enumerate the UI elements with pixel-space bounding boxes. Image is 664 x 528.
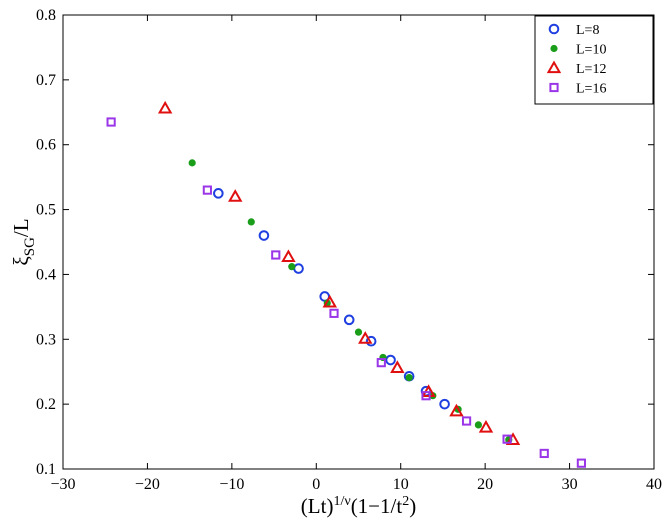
data-point [421,391,431,401]
data-point [576,458,586,468]
legend-marker [546,60,562,74]
plot-area-frame [62,14,655,470]
x-tick-label: −30 [50,476,75,493]
data-point [478,419,494,433]
data-point [228,189,243,202]
legend-entry: L=8 [548,23,599,38]
x-tick-label: 40 [646,476,662,493]
data-point [449,403,464,417]
legend-marker [548,23,560,35]
tick-labels: −30 −20 −10 0 10 20 30 40 0.1 0.2 0.3 0.4 0.5 0.6 0.7 0… [36,7,662,493]
legend-entry: L=10 [550,43,606,58]
legend-entry: L=16 [549,82,606,97]
y-tick-label: 0.4 [36,266,56,283]
data-point [376,358,386,368]
data-point [502,434,512,444]
data-point [358,331,373,344]
y-tick-label: 0.6 [36,137,56,154]
data-point [202,185,212,195]
data-point [390,360,405,373]
data-point [365,335,377,347]
legend-label: L=10 [576,43,606,58]
data-point [157,100,173,114]
y-tick-label: 0.8 [36,7,56,24]
x-axis-title: (Lt)1/ν(1−1/t2) [301,494,416,518]
legend-entries: L=8 L=10 L=12 L=16 [546,23,606,97]
data-point [258,230,270,241]
data-point [293,263,304,274]
legend-box [534,15,654,105]
data-point [385,354,396,366]
x-tick-label: −10 [219,476,244,493]
data-points [106,100,586,468]
y-tick-label: 0.3 [36,331,56,348]
data-point [461,416,472,426]
data-point [288,263,296,271]
data-point [474,421,482,429]
y-tick-label: 0.2 [36,396,56,413]
data-point [343,314,355,326]
data-point [188,159,196,167]
y-tick-label: 0.5 [36,202,56,219]
series-l-12 [157,100,521,445]
data-point [271,250,281,260]
x-tick-label: −20 [135,476,160,493]
legend-label: L=8 [576,23,599,38]
data-point [439,398,450,410]
legend-label: L=12 [576,62,606,77]
y-axis-title: ξSG/L [9,218,38,265]
data-point [281,249,296,263]
data-point [329,308,339,318]
y-tick-label: 0.1 [36,461,56,478]
data-point [106,117,116,127]
data-point [247,218,255,226]
data-point [322,294,338,308]
legend: L=8 L=10 L=12 L=16 [534,15,654,105]
x-tick-label: 10 [393,476,409,493]
legend-marker [549,82,559,93]
data-point [213,188,224,199]
series-l-16 [106,117,586,468]
legend-entry: L=12 [546,60,606,77]
data-point [354,328,363,336]
legend-marker [550,44,558,53]
data-point [539,448,549,459]
x-tick-label: 30 [562,476,578,493]
series-l-10 [188,159,513,444]
legend-label: L=16 [576,82,606,97]
x-tick-label: 0 [312,476,320,493]
x-tick-label: 20 [477,476,493,493]
data-point [405,373,413,382]
y-tick-label: 0.7 [36,72,56,89]
